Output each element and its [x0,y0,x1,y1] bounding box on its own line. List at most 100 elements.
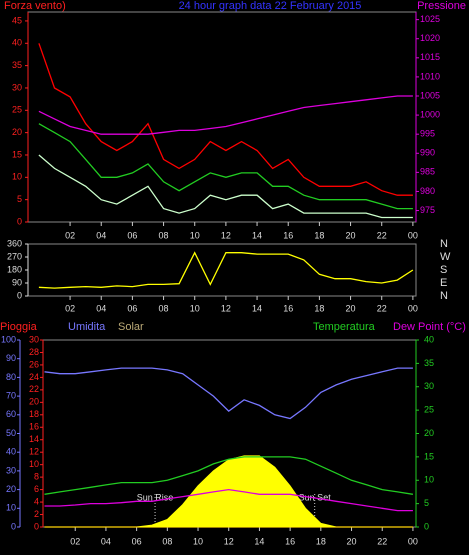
y2-axis-label: Pressione [417,0,466,12]
y-tick-label: 25 [12,105,22,115]
y2-tick-label: 15 [424,451,434,461]
x-tick-label: 08 [159,230,169,240]
x-tick-label: 08 [162,536,172,546]
x-tick-label: 14 [252,230,262,240]
y-tick-label: 80 [6,372,16,382]
y3-tick-label: 10 [29,459,39,469]
y2-tick-label: 975 [420,205,435,215]
x-tick-label: 20 [346,230,356,240]
y2-tick-label: 35 [424,358,434,368]
x-tick-label: 18 [316,536,326,546]
x-tick-label: 16 [285,536,295,546]
x-tick-label: 06 [127,230,137,240]
annotation-label: Sun Rise [137,492,174,502]
y-tick-label: 15 [12,149,22,159]
y-tick-label: 70 [6,390,16,400]
series-line [38,43,413,196]
x-tick-label: 12 [224,536,234,546]
y-tick-label: 30 [12,82,22,92]
x-tick-label: 18 [314,230,324,240]
y2-tick-label: 25 [424,405,434,415]
y-tick-label: 100 [1,334,16,344]
y2-tick-label: 40 [424,334,434,344]
y-tick-label: 50 [6,428,16,438]
x-tick-label: 12 [221,303,231,313]
legend-label: Temperatura [313,321,376,333]
y-tick-label: 45 [12,15,22,25]
y2-tick-label: 1020 [420,33,440,43]
x-tick-label: 00 [408,230,418,240]
x-tick-label: 02 [65,230,75,240]
y-tick-label: 90 [12,277,22,287]
y-tick-label: 0 [17,290,22,300]
x-tick-label: 22 [377,230,387,240]
y2-tick-label: 995 [420,129,435,139]
y2-tick-label: 10 [424,475,434,485]
legend-label: Dew Point (°C) [393,321,466,333]
y3-tick-label: 24 [29,372,39,382]
x-tick-label: 04 [101,536,111,546]
y3-tick-label: 0 [34,521,39,531]
x-tick-label: 22 [377,303,387,313]
y-tick-label: 60 [6,409,16,419]
y2-tick-label: 985 [420,167,435,177]
y-tick-label: 360 [7,238,22,248]
x-tick-label: 00 [408,536,418,546]
y2-tick-label: 0 [424,521,429,531]
y3-tick-label: 20 [29,397,39,407]
x-tick-label: 10 [193,536,203,546]
y2-tick-label: 5 [424,498,429,508]
legend-label: Pioggia [0,321,38,333]
x-tick-label: 02 [65,303,75,313]
y3-tick-label: 18 [29,409,39,419]
y-tick-label: 30 [6,465,16,475]
compass-label: W [440,251,451,263]
legend-label: Umidita [68,321,106,333]
y3-tick-label: 8 [34,472,39,482]
y3-tick-label: 28 [29,347,39,357]
y2-tick-label: 1010 [420,71,440,81]
compass-label: N [440,238,448,250]
y-tick-label: 35 [12,60,22,70]
x-tick-label: 16 [283,303,293,313]
y-tick-label: 90 [6,353,16,363]
y2-tick-label: 1000 [420,109,440,119]
x-tick-label: 18 [314,303,324,313]
x-tick-label: 06 [132,536,142,546]
y-axis-label: Forza vento) [4,0,66,12]
series-line [38,95,413,135]
legend-label: Solar [118,321,144,333]
y-tick-label: 180 [7,264,22,274]
y-tick-label: 10 [12,172,22,182]
x-tick-label: 10 [190,303,200,313]
y3-tick-label: 6 [34,484,39,494]
series-line [38,251,414,289]
series-line [38,123,413,210]
series-line [44,456,414,495]
compass-label: S [440,264,447,276]
y3-tick-label: 26 [29,359,39,369]
series-line [44,488,413,512]
y-tick-label: 5 [17,194,22,204]
x-tick-label: 16 [283,230,293,240]
compass-label: E [440,277,447,289]
y2-tick-label: 30 [424,381,434,391]
y3-tick-label: 16 [29,422,39,432]
y-tick-label: 0 [11,521,16,531]
x-tick-label: 08 [159,303,169,313]
y2-tick-label: 1005 [420,90,440,100]
y-tick-label: 40 [6,447,16,457]
y3-tick-label: 4 [34,496,39,506]
x-tick-label: 06 [127,303,137,313]
series-line [44,367,413,420]
y3-tick-label: 12 [29,447,39,457]
x-tick-label: 02 [70,536,80,546]
y-tick-label: 20 [12,127,22,137]
x-tick-label: 14 [252,303,262,313]
x-tick-label: 10 [190,230,200,240]
y-tick-label: 0 [17,216,22,226]
y2-tick-label: 980 [420,186,435,196]
y-tick-label: 270 [7,251,22,261]
x-tick-label: 20 [346,303,356,313]
